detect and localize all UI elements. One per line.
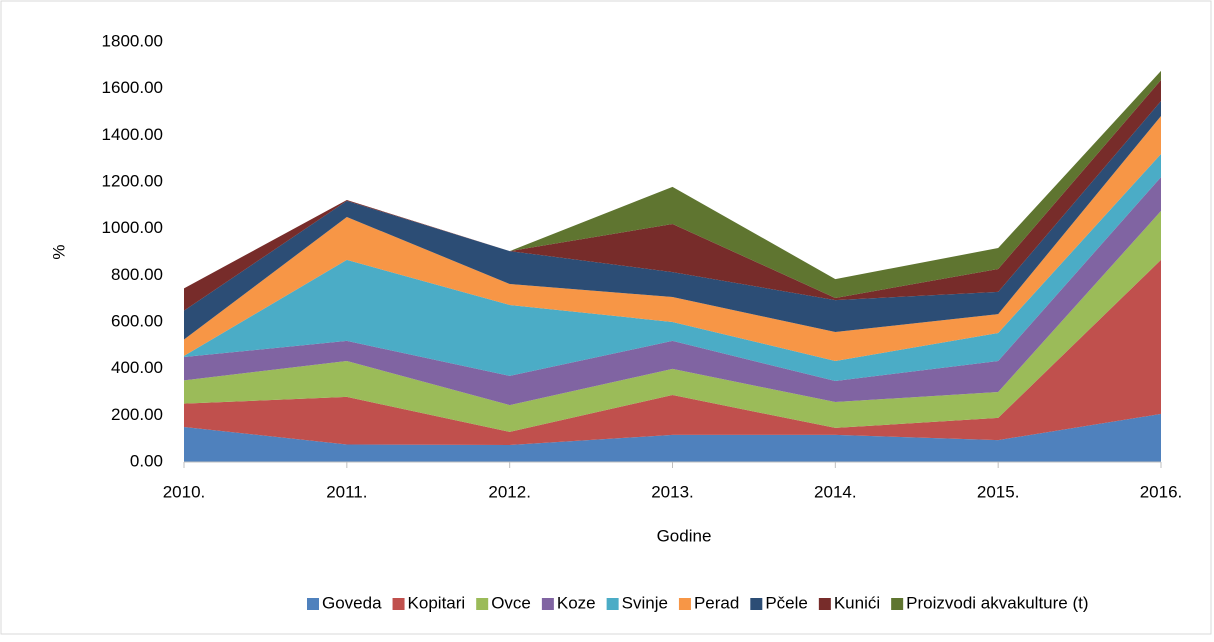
y-tick-label: 1600.00 [102,78,163,97]
area [184,177,1161,406]
legend-swatch [750,598,763,610]
legend-swatch [392,598,405,610]
y-tick-label: 200.00 [111,405,163,424]
legend-label: Perad [694,593,739,612]
area [184,413,1161,462]
legend-label: Ovce [491,593,531,612]
legend-label: Pčele [765,593,808,612]
x-tick-label: 2012. [488,482,531,501]
x-axis-label: Godine [657,526,712,545]
area [184,259,1161,445]
y-tick-label: 400.00 [111,358,163,377]
legend-swatch [818,598,831,610]
area [184,101,1161,340]
x-tick-label: 2010. [163,482,206,501]
legend-label: Svinje [622,593,668,612]
legend-swatch [891,598,904,610]
legend-swatch [541,598,554,610]
legend-swatch [307,598,319,610]
x-tick-label: 2015. [977,482,1020,501]
x-tick-label: 2014. [814,482,857,501]
legend-label: Proizvodi akvakulture (t) [906,593,1088,612]
y-axis-label: % [49,244,68,259]
x-tick-label: 2016. [1140,482,1183,501]
y-tick-label: 1200.00 [102,171,163,190]
legend-label: Goveda [322,593,382,612]
area [184,115,1161,361]
legend-swatch [476,598,489,610]
x-tick-label: 2013. [651,482,694,501]
legend-label: Kopitari [408,593,466,612]
y-tick-label: 600.00 [111,311,163,330]
y-tick-label: 1800.00 [102,31,163,50]
y-tick-label: 1000.00 [102,218,163,237]
y-tick-label: 800.00 [111,265,163,284]
area [184,154,1161,382]
legend-swatch [606,598,619,610]
y-tick-label: 1400.00 [102,125,163,144]
x-tick-label: 2011. [326,482,367,501]
legend-label: Kunići [834,593,880,612]
area [184,210,1161,432]
legend-label: Koze [557,593,596,612]
area [184,80,1161,311]
legend-swatch [678,598,691,610]
y-tick-label: 0.00 [130,451,163,470]
